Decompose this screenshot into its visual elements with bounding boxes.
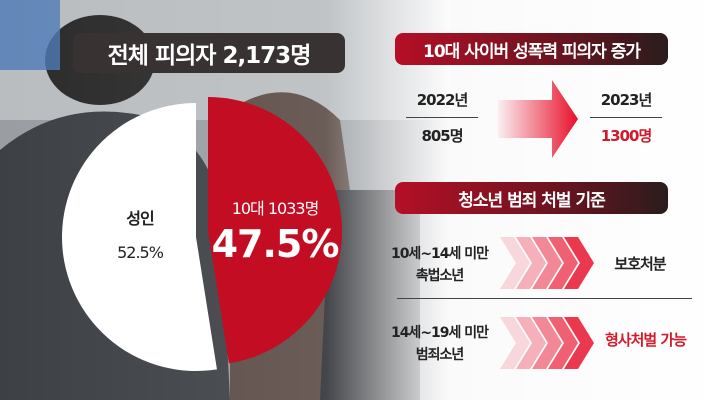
adult-percent: 52.5% <box>117 243 164 262</box>
chevron-icon <box>532 237 562 289</box>
chevron-icon <box>516 237 546 289</box>
pie-slice-teen <box>208 97 343 364</box>
age-range: 14세~19세 미만 <box>390 325 489 341</box>
divider <box>397 298 692 299</box>
teen-percent: 47.5% <box>211 222 340 266</box>
chevron-icon <box>548 237 578 289</box>
year-2023: 2023년 <box>600 91 653 109</box>
row-result: 보호처분 <box>614 255 666 273</box>
row-result: 형사처벌 가능 <box>604 331 687 349</box>
chevron-icon <box>516 317 546 369</box>
teen-label: 10대 1033명 <box>231 199 320 218</box>
chevrons-icon <box>500 317 594 369</box>
chevrons-icon <box>500 237 594 289</box>
increase-title: 10대 사이버 성폭력 피의자 증가 <box>395 33 668 65</box>
chevron-icon <box>532 317 562 369</box>
chevron-icon <box>564 237 594 289</box>
adult-label: 성인 <box>126 209 154 228</box>
chevron-icon <box>500 317 530 369</box>
punishment-title: 청소년 범죄 처벌 기준 <box>395 182 668 214</box>
chevron-icon <box>548 317 578 369</box>
group-name: 범죄소년 <box>415 347 465 363</box>
total-suspects-badge: 전체 피의자 2,173명 <box>73 33 345 73</box>
age-range: 10세~14세 미만 <box>390 246 489 262</box>
group-name: 촉법소년 <box>415 268 465 284</box>
count-2022: 805명 <box>421 127 463 145</box>
divider <box>590 117 662 118</box>
chevron-icon <box>564 317 594 369</box>
pie-slice-adult <box>61 103 217 372</box>
increase-arrow-icon <box>498 80 578 158</box>
count-2023: 1300명 <box>600 127 653 145</box>
year-2022: 2022년 <box>416 91 469 109</box>
divider <box>406 117 478 118</box>
chevron-icon <box>500 237 530 289</box>
